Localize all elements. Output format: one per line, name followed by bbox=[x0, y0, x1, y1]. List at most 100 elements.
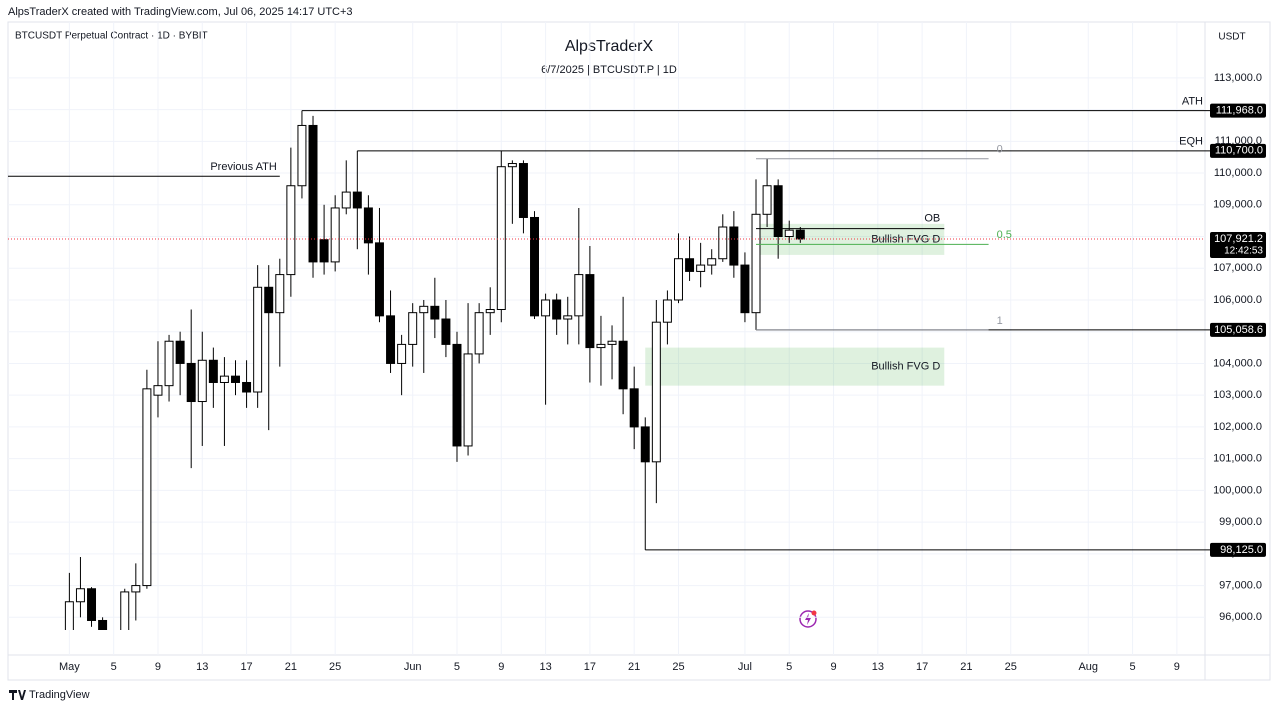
x-tick-label: 9 bbox=[830, 661, 836, 673]
price-tag bbox=[1210, 143, 1266, 158]
candle-body bbox=[607, 340, 617, 345]
order-block-label: OB bbox=[924, 212, 940, 224]
candle-body bbox=[242, 381, 252, 393]
x-tick-label: 25 bbox=[329, 661, 341, 673]
zone-label: Bullish FVG D bbox=[871, 361, 940, 373]
candle-body bbox=[673, 258, 683, 301]
chart-title: AlpsTraderX bbox=[565, 38, 654, 55]
x-tick-label: 9 bbox=[498, 661, 504, 673]
candle-body bbox=[219, 375, 229, 383]
y-tick-label: 110,000.0 bbox=[1214, 167, 1262, 179]
y-tick-label: 107,000.0 bbox=[1213, 262, 1262, 274]
candle-body bbox=[397, 343, 407, 364]
candle-body bbox=[386, 315, 396, 364]
candle-body bbox=[286, 185, 296, 276]
candle-body bbox=[530, 216, 540, 317]
candle-body bbox=[419, 305, 429, 314]
countdown: 12:42:53 bbox=[1224, 246, 1263, 257]
x-tick-label: Jul bbox=[738, 661, 752, 673]
candle-body bbox=[618, 340, 628, 390]
candle-body bbox=[707, 258, 717, 266]
price-tag-label: 111,968.0 bbox=[1216, 105, 1263, 117]
y-tick-label: 102,000.0 bbox=[1213, 421, 1262, 433]
candle-body bbox=[253, 286, 263, 393]
x-tick-label: 17 bbox=[916, 661, 928, 673]
y-tick-label: 97,000.0 bbox=[1219, 579, 1262, 591]
candle-body bbox=[740, 264, 750, 314]
candle-body bbox=[773, 185, 783, 238]
candle-body bbox=[363, 207, 373, 244]
y-tick-label: 99,000.0 bbox=[1219, 516, 1262, 528]
price-tag-label: 98,125.0 bbox=[1220, 544, 1263, 556]
level-label: ATH bbox=[1182, 96, 1203, 108]
chart-frame bbox=[7, 21, 1271, 681]
candle-body bbox=[186, 362, 196, 403]
candle-body bbox=[275, 274, 285, 314]
candle-body bbox=[685, 258, 695, 272]
x-tick-label: 21 bbox=[285, 661, 297, 673]
price-tag-label: 107,921.2 bbox=[1214, 233, 1263, 245]
fib-label: 0.5 bbox=[997, 229, 1012, 241]
candle-body bbox=[596, 343, 606, 349]
x-tick-label: 13 bbox=[539, 661, 551, 673]
y-tick-label: 106,000.0 bbox=[1213, 294, 1262, 306]
candle-body bbox=[374, 242, 384, 317]
candle-body bbox=[131, 585, 141, 593]
candle-body bbox=[463, 353, 473, 447]
candle-body bbox=[430, 305, 440, 320]
candle-body bbox=[541, 299, 551, 317]
candle-body bbox=[308, 124, 318, 263]
candle-body bbox=[264, 286, 274, 314]
brand: TradingView bbox=[9, 689, 90, 701]
candle-body bbox=[297, 124, 307, 187]
candle-body bbox=[662, 299, 672, 323]
candle-body bbox=[485, 308, 495, 314]
candle-body bbox=[64, 601, 74, 630]
x-tick-label: 25 bbox=[672, 661, 684, 673]
y-tick-label: 104,000.0 bbox=[1213, 357, 1262, 369]
candle-body bbox=[87, 588, 97, 621]
currency[interactable]: USDT bbox=[1218, 32, 1245, 43]
x-tick-label: 17 bbox=[240, 661, 252, 673]
x-tick-label: 13 bbox=[872, 661, 884, 673]
symbol-info: BTCUSDT Perpetual Contract · 1D · BYBIT bbox=[15, 31, 208, 42]
x-tick-label: 17 bbox=[584, 661, 596, 673]
candle-body bbox=[164, 340, 174, 387]
candle-body bbox=[496, 166, 506, 310]
price-tag-label: 105,058.6 bbox=[1214, 324, 1263, 336]
price-tag bbox=[1210, 322, 1266, 337]
y-tick-label: 96,000.0 bbox=[1219, 611, 1262, 623]
x-tick-label: 5 bbox=[454, 661, 460, 673]
candle-body bbox=[585, 274, 595, 349]
x-tick-label: 5 bbox=[786, 661, 792, 673]
x-tick-label: 9 bbox=[155, 661, 161, 673]
candle-body bbox=[784, 229, 794, 238]
candle-body bbox=[175, 340, 185, 364]
x-tick-label: 13 bbox=[196, 661, 208, 673]
y-tick-label: 109,000.0 bbox=[1213, 199, 1262, 211]
fib-label: 0 bbox=[997, 144, 1003, 156]
candle-body bbox=[341, 191, 351, 209]
candle-body bbox=[751, 213, 761, 314]
price-tag bbox=[1210, 542, 1266, 557]
candle-body bbox=[208, 359, 218, 383]
alert-icon[interactable] bbox=[799, 610, 817, 628]
x-tick-label: Aug bbox=[1078, 661, 1098, 673]
x-tick-label: 9 bbox=[1174, 661, 1180, 673]
candle-body bbox=[452, 343, 462, 447]
candle-body bbox=[518, 163, 528, 218]
x-tick-label: 25 bbox=[1005, 661, 1017, 673]
price-tag bbox=[1210, 232, 1266, 259]
candle-body bbox=[120, 591, 130, 630]
candle-body bbox=[563, 315, 573, 320]
previous-ath-label: Previous ATH bbox=[210, 161, 276, 173]
candle-body bbox=[197, 359, 207, 403]
fvg-zone bbox=[645, 347, 945, 386]
y-tick-label: 100,000.0 bbox=[1213, 484, 1262, 496]
x-tick-label: 5 bbox=[1129, 661, 1135, 673]
x-tick-label: 21 bbox=[628, 661, 640, 673]
x-tick-label: May bbox=[59, 661, 80, 673]
candle-body bbox=[629, 388, 639, 428]
y-tick-label: 103,000.0 bbox=[1213, 389, 1262, 401]
y-tick-label: 101,000.0 bbox=[1213, 453, 1262, 465]
